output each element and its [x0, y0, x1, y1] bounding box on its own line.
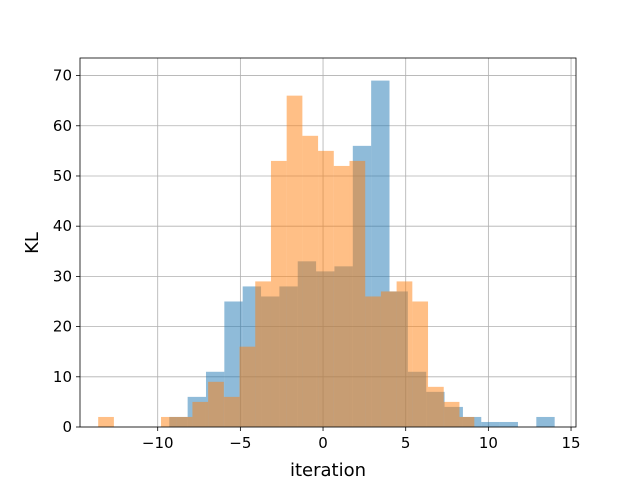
x-tick-label: −10	[142, 434, 174, 452]
histogram-bar-series-2	[239, 346, 256, 427]
histogram-bar-series-1	[536, 416, 555, 427]
histogram-bar-series-2	[396, 281, 413, 427]
histogram-bar-series-2	[98, 416, 114, 427]
histogram-bar-series-2	[161, 416, 177, 427]
histogram-bar-series-2	[412, 301, 429, 427]
x-tick-label: −5	[229, 434, 251, 452]
histogram-bar-series-2	[208, 381, 224, 427]
y-tick-label: 50	[53, 167, 72, 185]
histogram-bar-series-2	[192, 401, 209, 427]
y-tick-label: 30	[53, 267, 72, 285]
y-axis-label: KL	[22, 232, 43, 254]
axis-ticks: −10 −5 0 5 10 15 0 10 20 30 40 50 60 70	[53, 67, 581, 452]
histogram-bar-series-2	[286, 95, 303, 427]
y-tick-label: 40	[53, 217, 72, 235]
histogram-bar-series-2	[176, 416, 193, 427]
histogram-bar-series-2	[349, 160, 366, 427]
y-tick-label: 0	[62, 418, 72, 436]
histogram-bars	[98, 80, 555, 428]
grid	[80, 58, 576, 428]
y-tick-label: 10	[53, 368, 72, 386]
histogram-bar-series-1	[481, 421, 500, 427]
y-tick-label: 20	[53, 318, 72, 336]
histogram-bar-series-2	[443, 401, 460, 427]
histogram-bar-series-2	[270, 160, 287, 427]
histogram-bar-series-2	[428, 386, 444, 427]
y-tick-label: 70	[53, 67, 72, 85]
histogram-bar-series-2	[365, 296, 381, 427]
histogram-bar-series-2	[255, 281, 271, 427]
y-tick-label: 60	[53, 117, 72, 135]
histogram-bar-series-2	[333, 165, 350, 427]
histogram-bar-series-1	[224, 301, 243, 427]
histogram-bar-series-1	[499, 421, 518, 427]
histogram-bar-series-2	[459, 416, 475, 427]
histogram-bar-series-2	[302, 135, 319, 427]
x-tick-label: 5	[401, 434, 411, 452]
histogram-bar-series-2	[380, 291, 397, 427]
x-tick-label: 15	[561, 434, 580, 452]
x-tick-label: 0	[318, 434, 328, 452]
x-axis-label: iteration	[290, 460, 366, 480]
plot-frame	[79, 57, 577, 428]
histogram-bar-series-2	[318, 150, 334, 427]
x-tick-label: 10	[479, 434, 498, 452]
histogram-bar-series-2	[223, 396, 240, 427]
